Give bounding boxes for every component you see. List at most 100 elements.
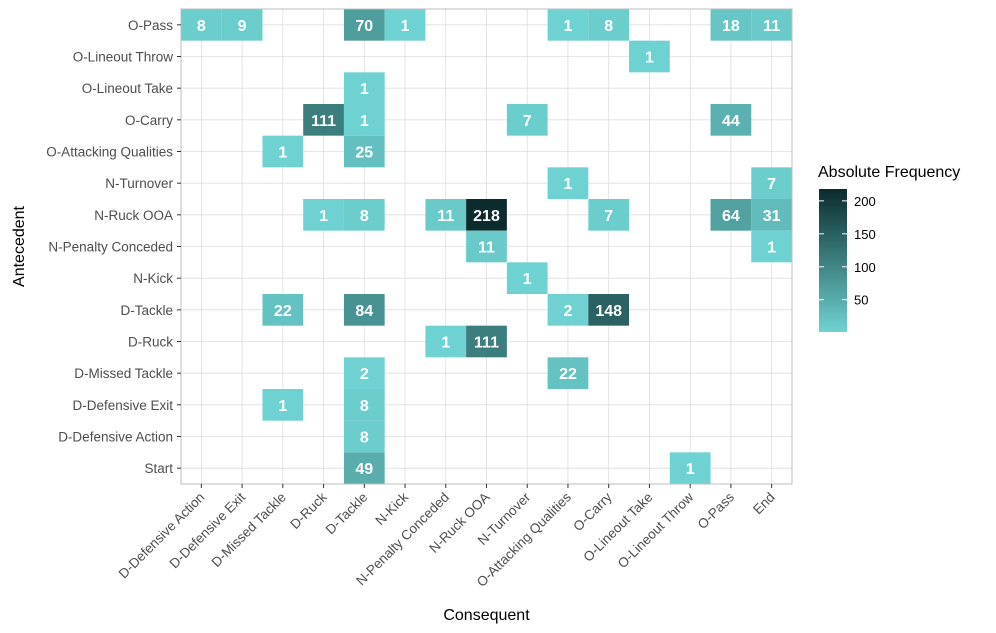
heatmap-cell-d-tackle-to-o-attacking-qualities [547, 294, 589, 326]
heatmap-cell-o-pass-to-d-defensive-action [181, 9, 222, 41]
cell-value-label: 148 [595, 303, 622, 320]
y-tick-label-o-lineout-throw: O-Lineout Throw [73, 50, 174, 65]
cell-value-label: 1 [360, 81, 369, 98]
cell-value-label: 11 [437, 208, 454, 225]
x-axis-title: Consequent [443, 607, 530, 624]
heatmap-cell-o-carry-to-o-pass [710, 104, 752, 136]
legend-tick-label: 50 [854, 293, 868, 308]
heatmap-cell-n-ruck-ooa-to-d-ruck [303, 199, 344, 231]
cell-value-label: 2 [564, 303, 573, 320]
cell-value-label: 1 [523, 271, 532, 288]
cell-value-label: 218 [473, 208, 500, 225]
heatmap-cell-d-ruck-to-n-ruck-ooa [466, 325, 507, 358]
legend-tick-label: 100 [854, 260, 876, 275]
cell-value-label: 22 [274, 303, 292, 320]
y-tick-label-o-carry: O-Carry [125, 113, 173, 128]
heatmap-cell-n-ruck-ooa-to-n-penalty-conceded [425, 199, 467, 231]
y-tick-label-d-tackle: D-Tackle [120, 303, 173, 318]
cell-value-label: 1 [360, 113, 369, 130]
cell-value-label: 1 [767, 240, 776, 257]
heatmap-cell-d-missed-tackle-to-o-attacking-qualities [547, 357, 589, 389]
y-tick-label-n-ruck-ooa: N-Ruck OOA [94, 208, 173, 223]
y-axis-ticks: O-Pass O-Lineout Throw O-Lineout Take O-Car… [46, 18, 181, 476]
cell-value-label: 18 [722, 18, 740, 35]
heatmap-cell-d-tackle-to-d-missed-tackle [262, 294, 304, 326]
heatmap-cell-o-pass-to-o-carry [588, 9, 630, 41]
cell-value-label: 1 [645, 50, 654, 67]
heatmap-cell-n-penalty-conceded-to-n-ruck-ooa [466, 230, 507, 263]
heatmap-cell-n-penalty-conceded-to-end [751, 230, 792, 263]
heatmap-cell-d-tackle-to-d-tackle [343, 294, 385, 326]
cell-value-label: 11 [763, 18, 780, 35]
y-tick-label-d-defensive-action: D-Defensive Action [58, 430, 173, 445]
heatmap-cell-o-attacking-qualities-to-d-tackle [343, 135, 385, 168]
heatmap-cell-n-turnover-to-end [751, 167, 792, 199]
cell-value-label: 1 [686, 461, 695, 478]
heatmap-cell-o-carry-to-d-ruck [303, 104, 344, 136]
cell-value-label: 8 [604, 18, 613, 35]
y-tick-label-d-ruck: D-Ruck [128, 335, 173, 350]
cell-value-label: 70 [355, 18, 373, 35]
y-tick-label-d-missed-tackle: D-Missed Tackle [74, 366, 173, 381]
heatmap-cell-o-lineout-throw-to-o-lineout-take [629, 40, 670, 73]
heatmap-cell-o-pass-to-n-kick [384, 9, 426, 41]
cell-value-label: 9 [238, 18, 247, 35]
cell-value-label: 1 [278, 145, 287, 162]
cell-value-label: 8 [360, 398, 369, 415]
cell-value-label: 1 [319, 208, 328, 225]
cell-value-label: 11 [478, 240, 495, 257]
cell-value-label: 1 [278, 398, 287, 415]
cell-value-label: 7 [523, 113, 532, 130]
cell-value-label: 1 [564, 176, 573, 193]
cell-value-label: 64 [722, 208, 740, 225]
heatmap-cell-d-defensive-exit-to-d-missed-tackle [262, 389, 304, 421]
heatmap-cell-start-to-d-tackle [343, 452, 385, 484]
legend-tick-label: 200 [854, 194, 876, 209]
cell-value-label: 7 [604, 208, 613, 225]
heatmap-cell-o-carry-to-d-tackle [343, 104, 385, 136]
cell-value-label: 84 [355, 303, 373, 320]
cell-value-label: 1 [401, 18, 410, 35]
heatmap-cell-n-kick-to-n-turnover [506, 262, 548, 294]
cell-value-label: 8 [360, 208, 369, 225]
heatmap-cell-start-to-o-lineout-throw [669, 452, 711, 484]
legend-title: Absolute Frequency [818, 164, 960, 181]
legend-colorbar [819, 189, 847, 332]
y-tick-label-n-turnover: N-Turnover [105, 176, 173, 191]
y-tick-label-o-lineout-take: O-Lineout Take [82, 81, 173, 96]
cell-value-label: 111 [474, 335, 499, 352]
legend-tick-label: 150 [854, 227, 876, 242]
cell-value-label: 22 [559, 366, 577, 383]
heatmap-cell-o-pass-to-d-tackle [343, 9, 385, 41]
cell-value-label: 31 [763, 208, 781, 225]
cell-value-label: 111 [311, 113, 336, 130]
heatmap-cell-d-missed-tackle-to-d-tackle [343, 357, 385, 389]
heatmap-cell-o-attacking-qualities-to-d-missed-tackle [262, 135, 304, 168]
cell-value-label: 25 [355, 145, 373, 162]
heatmap-cell-n-ruck-ooa-to-end [751, 199, 792, 231]
heatmap-cell-d-tackle-to-o-carry [588, 294, 630, 326]
cell-value-label: 1 [564, 18, 573, 35]
legend-ticks: 50 100 150 200 [819, 194, 876, 308]
cell-value-label: 2 [360, 366, 369, 383]
heatmap-cell-o-pass-to-end [751, 9, 792, 41]
heatmap-cell-d-ruck-to-n-penalty-conceded [425, 325, 467, 358]
heatmap-cell-d-defensive-exit-to-d-tackle [343, 389, 385, 421]
cell-value-label: 7 [767, 176, 776, 193]
heatmap-cell-n-turnover-to-o-attacking-qualities [547, 167, 589, 199]
heatmap-cell-d-defensive-action-to-d-tackle [343, 420, 385, 453]
heatmap-cell-o-carry-to-n-turnover [506, 104, 548, 136]
cell-value-label: 8 [197, 18, 206, 35]
legend: Absolute Frequency 50 100 150 200 [818, 164, 960, 332]
y-tick-label-d-defensive-exit: D-Defensive Exit [72, 398, 173, 413]
y-tick-label-n-kick: N-Kick [133, 271, 173, 286]
heatmap-cell-o-pass-to-o-attacking-qualities [547, 9, 589, 41]
heatmap-cell-n-ruck-ooa-to-o-carry [588, 199, 630, 231]
heatmap-cell-n-ruck-ooa-to-o-pass [710, 199, 752, 231]
cell-value-label: 49 [355, 461, 373, 478]
y-tick-label-o-pass: O-Pass [128, 18, 173, 33]
heatmap-cell-o-lineout-take-to-d-tackle [343, 72, 385, 104]
heatmap-cell-o-pass-to-o-pass [710, 9, 752, 41]
